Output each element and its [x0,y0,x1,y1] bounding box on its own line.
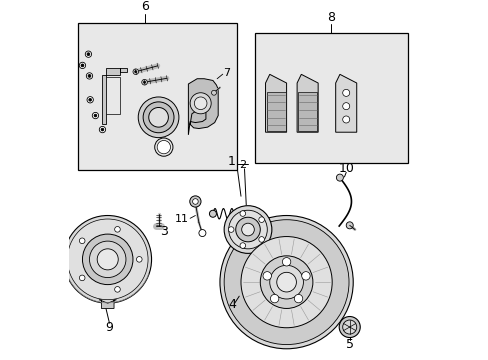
Circle shape [228,210,267,249]
Circle shape [346,222,352,229]
Circle shape [282,258,290,266]
Polygon shape [298,92,316,131]
Circle shape [97,249,118,270]
Bar [255,33,407,163]
Polygon shape [335,75,356,132]
Circle shape [67,219,148,300]
Circle shape [101,128,103,131]
Circle shape [92,112,99,119]
Circle shape [258,237,264,242]
Text: 9: 9 [105,321,113,334]
Polygon shape [265,75,286,132]
Circle shape [224,220,348,345]
Circle shape [85,51,91,57]
Circle shape [64,216,151,303]
Text: 7: 7 [223,68,230,78]
Circle shape [199,230,205,237]
Text: 1: 1 [227,155,235,168]
Polygon shape [266,92,285,131]
Text: 4: 4 [228,298,236,311]
Circle shape [211,90,216,95]
Polygon shape [297,75,318,132]
Circle shape [258,217,264,222]
Circle shape [342,103,349,110]
Circle shape [241,223,254,236]
Circle shape [224,206,271,253]
Circle shape [209,210,216,217]
Circle shape [94,114,97,117]
Circle shape [143,81,145,83]
Polygon shape [99,300,116,309]
Text: 8: 8 [326,11,335,24]
Circle shape [87,53,90,55]
Circle shape [235,217,260,242]
Text: 5: 5 [345,338,353,351]
Circle shape [143,102,174,133]
Circle shape [157,140,170,154]
Circle shape [133,69,138,75]
Circle shape [241,237,331,328]
Circle shape [240,211,245,216]
Circle shape [99,126,105,133]
Circle shape [79,62,85,68]
Text: 11: 11 [174,214,188,224]
Circle shape [269,265,303,299]
Circle shape [339,316,360,338]
Circle shape [89,241,126,278]
Circle shape [228,227,233,232]
Circle shape [270,294,278,303]
Circle shape [148,108,168,127]
Circle shape [81,64,84,67]
Circle shape [220,216,352,349]
Circle shape [301,272,309,280]
Circle shape [114,287,120,292]
Circle shape [263,272,271,280]
Circle shape [79,238,85,244]
Text: 3: 3 [160,225,168,238]
Circle shape [89,98,91,101]
Circle shape [142,80,147,85]
Circle shape [294,294,302,303]
Text: 10: 10 [338,162,353,175]
Circle shape [135,71,137,73]
Circle shape [336,174,343,181]
Circle shape [86,73,92,79]
Polygon shape [188,79,218,135]
Circle shape [138,97,179,138]
Circle shape [114,226,120,232]
Circle shape [240,243,245,248]
Bar [106,77,120,114]
Text: 6: 6 [141,0,148,13]
Circle shape [136,257,142,262]
Polygon shape [102,68,127,124]
Circle shape [87,96,93,103]
Circle shape [276,272,296,292]
Circle shape [342,320,356,334]
Circle shape [82,234,133,285]
Circle shape [192,199,198,204]
Circle shape [79,275,85,281]
Circle shape [189,196,201,207]
Circle shape [260,256,312,309]
Circle shape [88,75,91,77]
Circle shape [190,93,211,114]
Text: 2: 2 [239,159,246,170]
Circle shape [342,116,349,123]
Bar [78,23,237,170]
Circle shape [194,97,206,109]
Circle shape [342,89,349,96]
